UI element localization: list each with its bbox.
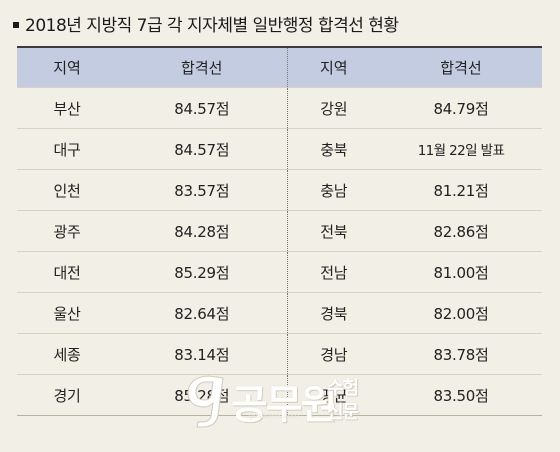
- region-cell: 충남: [286, 169, 380, 211]
- table-row: 광주 84.28점 전북 82.86점: [17, 210, 542, 252]
- logo-sub-top: 수험: [327, 378, 359, 399]
- table-row: 부산 84.57점 강원 84.79점: [17, 87, 542, 129]
- logo-mark-icon: [187, 375, 224, 428]
- table-row: 울산 82.64점 경북 82.00점: [17, 292, 542, 334]
- score-cell: 81.00점: [380, 251, 542, 293]
- region-cell: 대구: [17, 128, 117, 170]
- score-cell: 83.57점: [117, 169, 287, 211]
- score-cell: 81.21점: [380, 169, 542, 211]
- region-cell: 부산: [17, 87, 117, 129]
- table-header-row: 지역 합격선 지역 합격선: [17, 46, 542, 88]
- score-cell: 84.28점: [117, 210, 287, 252]
- region-cell: 전북: [286, 210, 380, 252]
- score-cell: 84.57점: [117, 87, 287, 129]
- table-title: 2018년 지방직 7급 각 지자체별 일반행정 합격선 현황: [13, 11, 399, 36]
- logo-sub-bottom: 신문: [327, 402, 359, 423]
- score-cell: 83.78점: [380, 333, 542, 375]
- region-cell: 전남: [286, 251, 380, 293]
- score-cell: 82.00점: [380, 292, 542, 334]
- score-cell: 83.50점: [380, 374, 542, 416]
- score-cell: 84.79점: [380, 87, 542, 129]
- region-cell: 평균: [286, 374, 380, 416]
- square-bullet-icon: [13, 22, 19, 28]
- region-cell: 인천: [17, 169, 117, 211]
- region-cell: 경북: [286, 292, 380, 334]
- newspaper-watermark-logo: 공무원 수험 신문 gosiweek.com: [183, 370, 393, 432]
- region-cell: 경남: [286, 333, 380, 375]
- header-region-left: 지역: [17, 46, 117, 88]
- table-row: 경기 85.28점 평균 83.50점: [17, 374, 542, 416]
- score-cell: 85.29점: [117, 251, 287, 293]
- region-cell: 세종: [17, 333, 117, 375]
- header-score-right: 합격선: [380, 46, 542, 88]
- region-cell: 경기: [17, 374, 117, 416]
- header-region-right: 지역: [286, 46, 380, 88]
- table-title-text: 2018년 지방직 7급 각 지자체별 일반행정 합격선 현황: [25, 16, 399, 36]
- header-score-left: 합격선: [117, 46, 287, 88]
- score-cell: 11월 22일 발표: [380, 128, 542, 170]
- table-row: 대구 84.57점 충북 11월 22일 발표: [17, 128, 542, 170]
- score-cell: 82.64점: [117, 292, 287, 334]
- score-cell: 82.86점: [380, 210, 542, 252]
- score-cell: 84.57점: [117, 128, 287, 170]
- region-cell: 강원: [286, 87, 380, 129]
- logo-wordmark: 공무원: [231, 382, 337, 428]
- pass-score-table: 지역 합격선 지역 합격선 부산 84.57점 강원 84.79점 대구 84.…: [17, 46, 542, 416]
- table-row: 세종 83.14점 경남 83.78점: [17, 333, 542, 375]
- table-row: 인천 83.57점 충남 81.21점: [17, 169, 542, 211]
- region-cell: 광주: [17, 210, 117, 252]
- region-cell: 울산: [17, 292, 117, 334]
- logo-url: gosiweek.com: [249, 412, 299, 420]
- region-cell: 충북: [286, 128, 380, 170]
- score-cell: 83.14점: [117, 333, 287, 375]
- region-cell: 대전: [17, 251, 117, 293]
- table-row: 대전 85.29점 전남 81.00점: [17, 251, 542, 293]
